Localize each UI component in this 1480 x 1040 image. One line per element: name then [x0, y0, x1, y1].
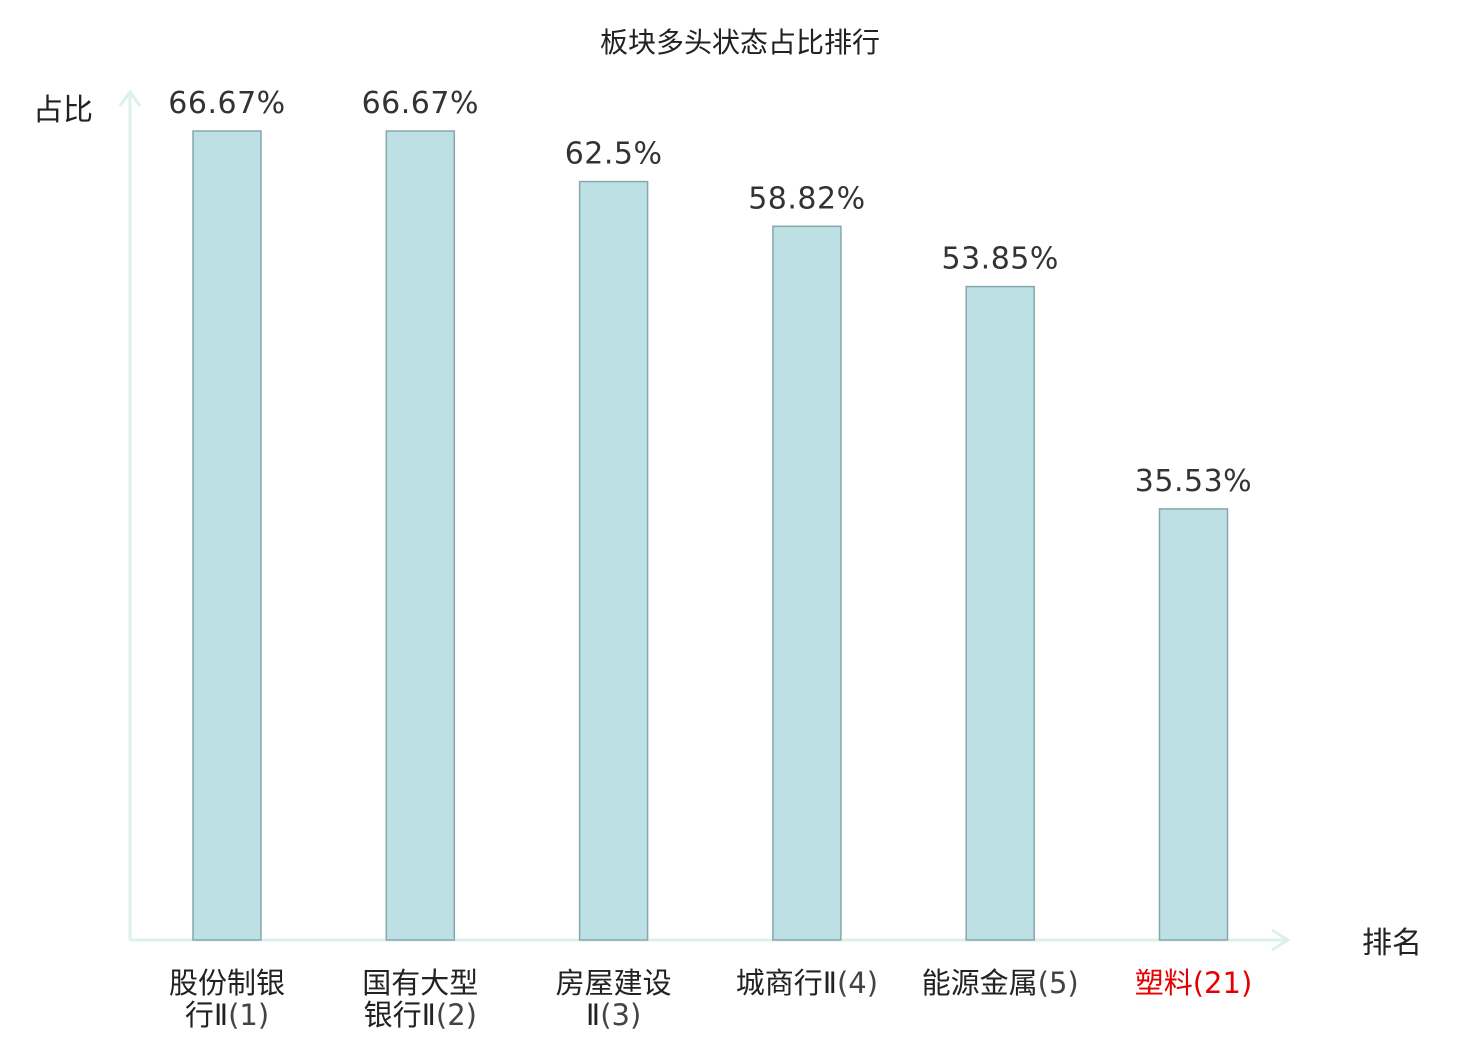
value-label-1: 66.67% — [168, 86, 285, 121]
bar-1 — [192, 130, 262, 941]
bar-5 — [965, 285, 1035, 941]
category-label-5: 能源金属(5) — [922, 966, 1079, 1000]
x-axis: 排名 — [130, 926, 1422, 961]
category-label-4: 城商行Ⅱ(4) — [736, 966, 878, 1000]
bar-6 — [1158, 508, 1229, 941]
value-label-3: 62.5% — [565, 137, 663, 172]
value-label-6: 35.53% — [1135, 464, 1252, 499]
category-label-6: 塑料(21) — [1135, 966, 1253, 1000]
bar-3 — [578, 180, 649, 941]
value-label-4: 58.82% — [748, 181, 865, 216]
value-label-5: 53.85% — [942, 242, 1059, 277]
category-label-1: 股份制银行Ⅱ(1) — [169, 966, 285, 1032]
x-axis-arrow-icon — [1271, 928, 1291, 952]
category-label-3: 房屋建设 Ⅱ(3) — [556, 966, 672, 1032]
bar-2 — [385, 130, 456, 941]
value-label-2: 66.67% — [362, 86, 479, 121]
bar-series — [192, 130, 1229, 941]
y-axis: 占比 — [33, 89, 142, 940]
category-label-2: 国有大型银行Ⅱ(2) — [362, 966, 478, 1032]
y-axis-arrow-icon — [118, 89, 142, 107]
chart-title: 板块多头状态占比排行 — [600, 26, 880, 59]
y-axis-label: 占比 — [33, 93, 93, 128]
x-axis-label: 排名 — [1362, 926, 1422, 961]
value-labels: 66.67% 66.67% 62.5% 58.82% 53.85% 35.53% — [168, 86, 1252, 499]
bar-4 — [772, 225, 842, 941]
category-labels: 股份制银行Ⅱ(1) 国有大型银行Ⅱ(2) 房屋建设 Ⅱ(3) 城商行Ⅱ(4) 能源金属(5… — [169, 966, 1252, 1032]
